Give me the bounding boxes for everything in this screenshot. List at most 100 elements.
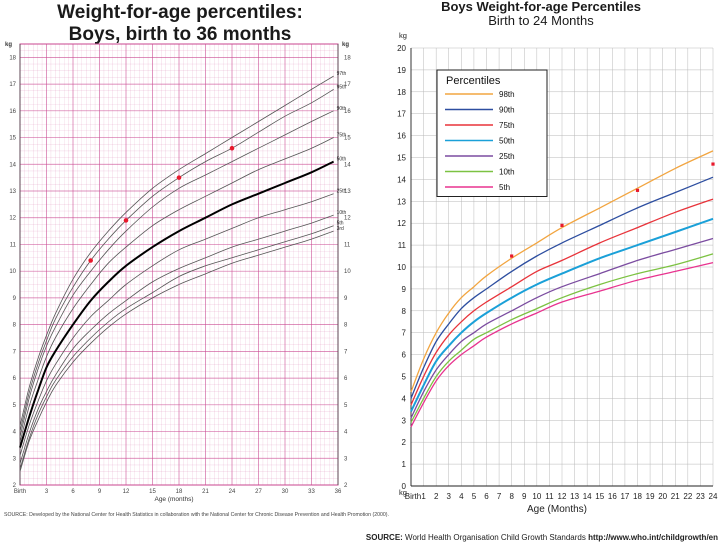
percentile-label-5th: 5th: [337, 221, 344, 227]
y-tick-label-right: 8: [344, 323, 348, 329]
y-tick-label: 6: [402, 351, 407, 360]
percentile-curve-10th: [19, 214, 334, 464]
y-tick-label: 0: [402, 482, 407, 491]
percentile-curve-10th: [410, 253, 714, 423]
measurement-point: [123, 218, 129, 223]
legend-label-10th: 10th: [499, 168, 515, 177]
percentile-label-50th: 50th: [337, 157, 347, 163]
legend-box: [436, 69, 548, 197]
y-tick-label-right: 15: [344, 136, 351, 142]
y-tick-label: 11: [398, 241, 407, 250]
y-tick-label-right: 4: [344, 430, 348, 436]
legend-title: Percentiles: [446, 75, 501, 87]
y-tick-label-left: 10: [9, 269, 16, 275]
percentile-curve-90th: [410, 176, 714, 399]
y-tick-label-left: 12: [9, 216, 16, 222]
y-tick-label: 10: [397, 263, 406, 272]
measurement-point: [88, 258, 93, 263]
percentile-curve-75th: [19, 137, 334, 443]
x-tick-label: 12: [558, 492, 567, 501]
right-chart-source: SOURCE: World Health Organisation Child …: [366, 533, 718, 542]
x-tick-label: 24: [229, 489, 236, 495]
right-source-text: World Health Organisation Child Growth S…: [402, 533, 589, 542]
y-tick-label-left: 17: [9, 82, 16, 88]
legend-label-75th: 75th: [499, 121, 515, 130]
y-tick-label-left: 11: [10, 242, 17, 248]
x-tick-label: 20: [658, 492, 667, 501]
percentile-curve-3rd: [19, 230, 334, 472]
x-tick-label: 30: [282, 489, 289, 495]
percentile-label-95th: 95th: [337, 84, 347, 90]
percentile-label-25th: 25th: [337, 189, 347, 195]
y-tick-label-left: 18: [9, 55, 16, 61]
y-axis-unit-right: kg: [342, 42, 349, 48]
right-chart-panel: Boys Weight-for-age Percentiles Birth to…: [362, 0, 720, 547]
x-tick-label: 22: [683, 492, 692, 501]
legend-label-90th: 90th: [499, 106, 515, 115]
measurement-point: [229, 145, 235, 151]
y-tick-label: 8: [402, 307, 407, 316]
percentile-curve-50th: [410, 217, 714, 412]
right-source-url: http://www.who.int/childgrowth/en: [588, 533, 718, 542]
y-tick-label: 12: [397, 219, 406, 228]
percentile-label-90th: 90th: [337, 106, 347, 112]
legend-label-98th: 98th: [499, 90, 515, 99]
y-tick-label-right: 10: [344, 269, 351, 275]
y-tick-label-left: 4: [13, 430, 17, 436]
x-tick-label: 16: [608, 492, 617, 501]
y-tick-label-right: 17: [344, 82, 351, 88]
y-tick-label: 20: [397, 44, 406, 53]
x-tick-label: 36: [335, 489, 342, 495]
y-tick-label-right: 7: [344, 349, 348, 355]
x-tick-label: 8: [509, 492, 514, 501]
x-tick-label: 5: [472, 492, 477, 501]
right-chart-subtitle: Birth to 24 Months: [488, 13, 594, 28]
y-tick-label-left: 15: [9, 136, 16, 142]
legend-label-5th: 5th: [499, 183, 510, 192]
percentile-label-10th: 10th: [337, 210, 347, 216]
measurement-point: [635, 188, 640, 192]
y-tick-label: 19: [397, 66, 406, 75]
y-tick-label-left: 8: [13, 323, 17, 329]
percentile-curve-97th: [19, 75, 334, 427]
percentile-curve-50th: [19, 160, 335, 448]
percentile-curve-5th: [410, 261, 714, 428]
y-tick-label: 7: [402, 329, 407, 338]
left-chart-title-line1: Weight-for-age percentiles:: [57, 2, 303, 23]
percentile-curve-25th: [410, 237, 714, 419]
x-tick-label: 9: [522, 492, 527, 501]
x-tick-label: 17: [620, 492, 629, 501]
x-tick-label: 15: [595, 492, 604, 501]
x-tick-label: 9: [98, 489, 102, 495]
left-chart-title: Weight-for-age percentiles: Boys, birth …: [0, 2, 360, 46]
x-tick-label: 3: [45, 489, 49, 495]
y-tick-label-right: 2: [344, 483, 348, 489]
measurement-point: [711, 162, 715, 166]
x-tick-label: 10: [532, 492, 541, 501]
x-axis-label: Age (Months): [527, 504, 587, 515]
right-chart-title-line1: Boys Weight-for-age Percentiles: [441, 0, 641, 14]
x-tick-label: 21: [202, 489, 209, 495]
percentile-curve-98th: [410, 150, 714, 393]
x-tick-label: 12: [123, 489, 130, 495]
percentile-curve-5th: [19, 225, 334, 470]
left-chart-subtitle: Boys, birth to 36 months: [68, 24, 292, 45]
y-axis-unit-left: kg: [5, 42, 12, 48]
left-chart-source: SOURCE: Developed by the National Center…: [4, 512, 389, 518]
x-tick-label: 6: [71, 489, 75, 495]
y-tick-label: 5: [402, 373, 407, 382]
percentile-label-97th: 97th: [337, 71, 347, 77]
y-tick-label-right: 9: [344, 296, 348, 302]
percentile-curve-95th: [19, 89, 334, 432]
y-tick-label: 2: [402, 438, 407, 447]
legend-label-50th: 50th: [499, 137, 515, 146]
x-tick-label: 11: [545, 492, 554, 501]
y-tick-label-left: 13: [9, 189, 16, 195]
x-tick-label: 4: [459, 492, 464, 501]
x-tick-label: 3: [447, 492, 452, 501]
y-tick-label: 16: [397, 132, 406, 141]
x-tick-label: 6: [484, 492, 489, 501]
x-axis-label: Age (months): [154, 496, 193, 503]
y-tick-label-right: 3: [344, 456, 348, 462]
